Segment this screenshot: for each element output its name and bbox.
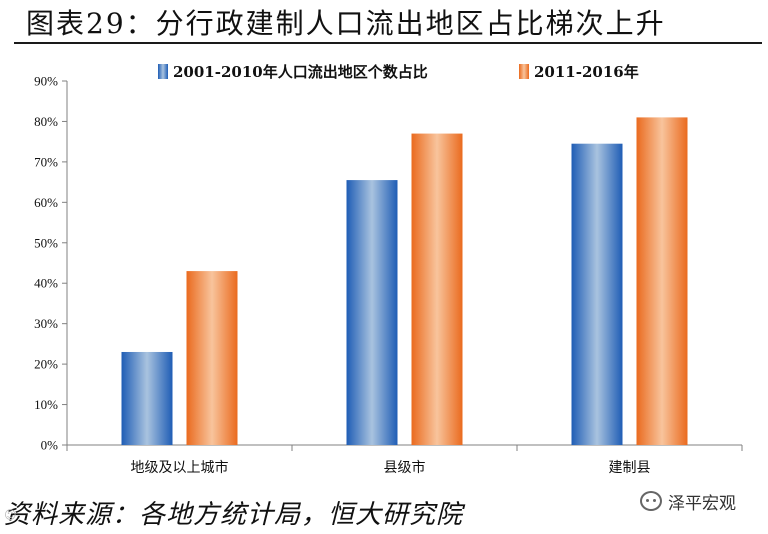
bar: [571, 143, 623, 445]
x-tick-label: 建制县: [609, 460, 651, 476]
legend-swatch: [519, 64, 529, 79]
source-note: 资料来源：各地方统计局，恒大研究院: [4, 500, 464, 530]
legend-label: 2001-2010年人口流出地区个数占比: [173, 63, 428, 81]
legend-label: 2011-2016年: [534, 63, 639, 81]
y-tick-label: 20%: [34, 357, 58, 372]
bar-chart: 0% 10% 20% 30% 40% 50% 60% 70% 80% 90% 地级及以上城市 县级市 建…: [34, 63, 743, 476]
x-tick-label: 县级市: [384, 459, 426, 476]
watermark: 泽平宏观: [640, 486, 736, 516]
y-tick-label: 50%: [34, 235, 58, 250]
bar: [121, 351, 173, 445]
y-tick-label: 30%: [34, 316, 58, 331]
y-tick-label: 80%: [34, 114, 58, 129]
y-tick-label: 70%: [34, 154, 58, 169]
y-tick-label: 90%: [34, 74, 58, 89]
bar: [411, 133, 463, 446]
wechat-icon: [640, 491, 662, 511]
title-divider: [14, 42, 762, 44]
bar: [346, 180, 398, 446]
y-tick-label: 10%: [34, 397, 58, 412]
chart-title: 图表29：分行政建制人口流出地区占比梯次上升: [26, 7, 666, 40]
watermark-faint: ☺: [4, 508, 17, 522]
chart-legend: 2001-2010年人口流出地区个数占比 2011-2016年: [158, 63, 639, 81]
watermark-label: 泽平宏观: [668, 493, 736, 514]
chart-bars: [121, 117, 688, 446]
y-tick-label: 0%: [41, 438, 59, 453]
bar: [186, 271, 238, 445]
legend-swatch: [158, 64, 168, 79]
y-tick-label: 40%: [34, 276, 58, 291]
x-tick-label: 地级及以上城市: [131, 459, 229, 476]
bar: [636, 117, 688, 446]
chart-axes: 0% 10% 20% 30% 40% 50% 60% 70% 80% 90% 地级及以上城市 县级市 建…: [34, 74, 743, 476]
y-tick-label: 60%: [34, 195, 58, 210]
